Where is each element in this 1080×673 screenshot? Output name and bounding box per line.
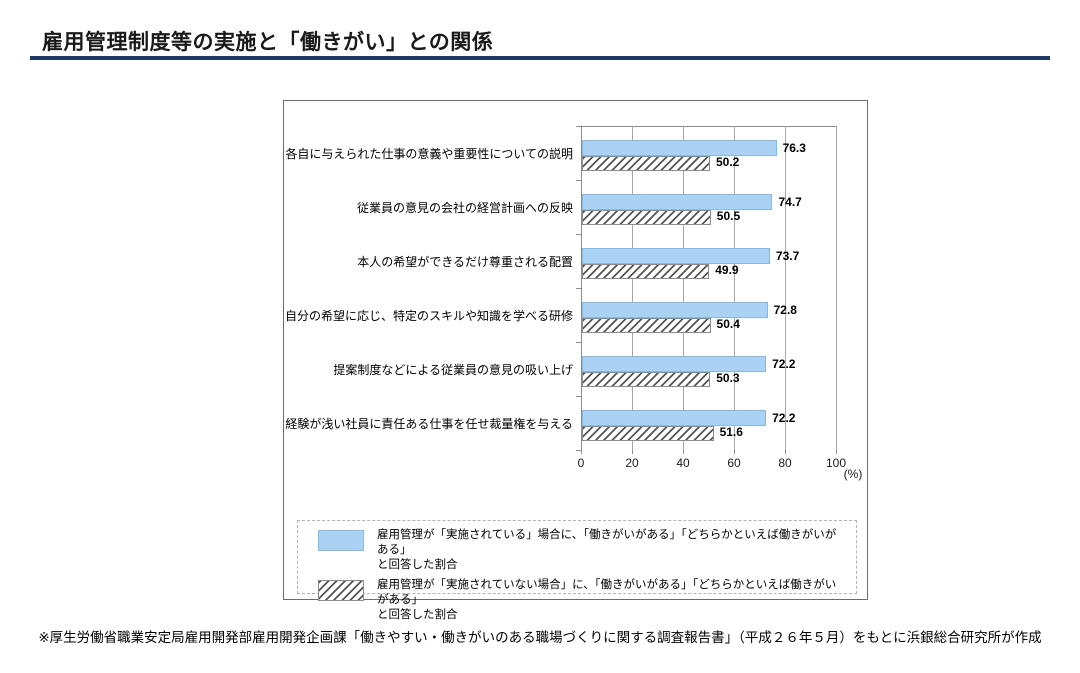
legend-swatch-hatched xyxy=(318,579,364,601)
x-axis-tick xyxy=(836,450,837,454)
category-label: 自分の希望に応じ、特定のスキルや知識を学べる研修 xyxy=(284,308,573,323)
bar-not-implemented xyxy=(582,264,710,279)
legend-label-line2: と回答した割合 xyxy=(377,558,458,571)
x-axis-tick xyxy=(785,450,786,454)
chart-legend: 雇用管理が「実施されている」場合に、「働きがいがある」「どちらかといえば働きがい… xyxy=(297,520,857,621)
x-axis-tick-label: 20 xyxy=(625,456,639,470)
bar-not-implemented xyxy=(582,372,711,387)
legend-label: 雇用管理が「実施されていない場合」に、「働きがいがある」「どちらかといえば働きが… xyxy=(377,578,846,623)
legend-label: 雇用管理が「実施されている」場合に、「働きがいがある」「どちらかといえば働きがい… xyxy=(377,528,846,573)
legend-item-implemented: 雇用管理が「実施されている」場合に、「働きがいがある」「どちらかといえば働きがい… xyxy=(318,528,846,573)
bar-implemented xyxy=(582,194,773,210)
plot-top-border xyxy=(581,126,836,127)
bar-not-implemented xyxy=(582,426,714,441)
x-axis-tick xyxy=(683,450,684,454)
bar-value-label: 50.5 xyxy=(716,209,741,223)
chart-frame: 各自に与えられた仕事の意義や重要性についての説明従業員の意見の会社の経営計画への… xyxy=(283,100,868,621)
category-axis-tick xyxy=(576,450,581,451)
legend-label-line1: 雇用管理が「実施されている」場合に、「働きがいがある」「どちらかといえば働きがい… xyxy=(377,529,837,556)
category-label: 各自に与えられた仕事の意義や重要性についての説明 xyxy=(285,146,573,161)
title-underline xyxy=(30,56,1050,60)
x-axis-tick xyxy=(734,450,735,454)
x-axis-tick-label: 0 xyxy=(577,456,585,470)
x-axis-unit-label: (%) xyxy=(843,467,863,481)
legend-swatch-blue xyxy=(318,530,364,551)
x-axis-tick xyxy=(632,450,633,454)
category-label: 従業員の意見の会社の経営計画への反映 xyxy=(356,200,573,215)
bar-not-implemented xyxy=(582,318,711,333)
bar-value-label: 72.2 xyxy=(772,411,796,425)
bar-not-implemented xyxy=(582,210,711,225)
value-axis-line xyxy=(581,126,582,450)
bar-implemented xyxy=(582,410,767,426)
category-axis-tick xyxy=(576,180,581,181)
x-axis-tick-label: 100 xyxy=(825,456,847,470)
bar-implemented xyxy=(582,356,767,372)
category-axis-labels: 各自に与えられた仕事の意義や重要性についての説明従業員の意見の会社の経営計画への… xyxy=(284,126,573,450)
category-label: 経験が浅い社員に責任ある仕事を任せ裁量権を与える xyxy=(285,416,573,431)
bar-value-label: 50.3 xyxy=(716,371,740,385)
gridline xyxy=(734,126,735,450)
category-label: 提案制度などによる従業員の意見の吸い上げ xyxy=(333,362,573,377)
bar-value-label: 49.9 xyxy=(715,263,739,277)
gridline xyxy=(683,126,684,450)
category-axis-tick xyxy=(576,126,581,127)
legend-item-not-implemented: 雇用管理が「実施されていない場合」に、「働きがいがある」「どちらかといえば働きが… xyxy=(318,578,846,623)
bar-value-label: 74.7 xyxy=(778,195,802,209)
category-axis-tick xyxy=(576,234,581,235)
gridline xyxy=(632,126,633,450)
bar-implemented xyxy=(582,140,777,156)
bar-value-label: 76.3 xyxy=(782,141,806,155)
bar-implemented xyxy=(582,248,770,264)
x-axis-tick-label: 80 xyxy=(778,456,792,470)
source-footnote: ※厚生労働省職業安定局雇用開発部雇用開発企画課「働きやすい・働きがいのある職場づ… xyxy=(38,630,1042,645)
legend-label-line2: と回答した割合 xyxy=(377,608,458,621)
category-axis-tick xyxy=(576,288,581,289)
bar-implemented xyxy=(582,302,768,318)
bar-value-label: 72.8 xyxy=(773,303,797,317)
category-axis-tick xyxy=(576,396,581,397)
page-title: 雇用管理制度等の実施と「働きがい」との関係 xyxy=(42,31,494,54)
x-axis-tick xyxy=(581,450,582,454)
bar-not-implemented xyxy=(582,156,710,171)
legend-label-line1: 雇用管理が「実施されていない場合」に、「働きがいがある」「どちらかといえば働きが… xyxy=(377,578,837,606)
category-axis-tick xyxy=(576,342,581,343)
bar-value-label: 51.6 xyxy=(719,425,743,439)
gridline xyxy=(836,126,837,450)
x-axis-tick-label: 60 xyxy=(727,456,741,470)
bar-value-label: 50.2 xyxy=(716,155,740,169)
bar-value-label: 73.7 xyxy=(775,249,800,263)
category-label: 本人の希望ができるだけ尊重される配置 xyxy=(357,254,573,269)
bar-value-label: 50.4 xyxy=(716,317,740,331)
bar-value-label: 72.2 xyxy=(772,357,796,371)
plot-area: 0 20 40 60 80 100 76.3 50.2 74.7 50.5 73.7 49.9 72.8… xyxy=(576,126,846,470)
x-axis-tick-label: 40 xyxy=(676,456,690,470)
gridline xyxy=(785,126,786,450)
